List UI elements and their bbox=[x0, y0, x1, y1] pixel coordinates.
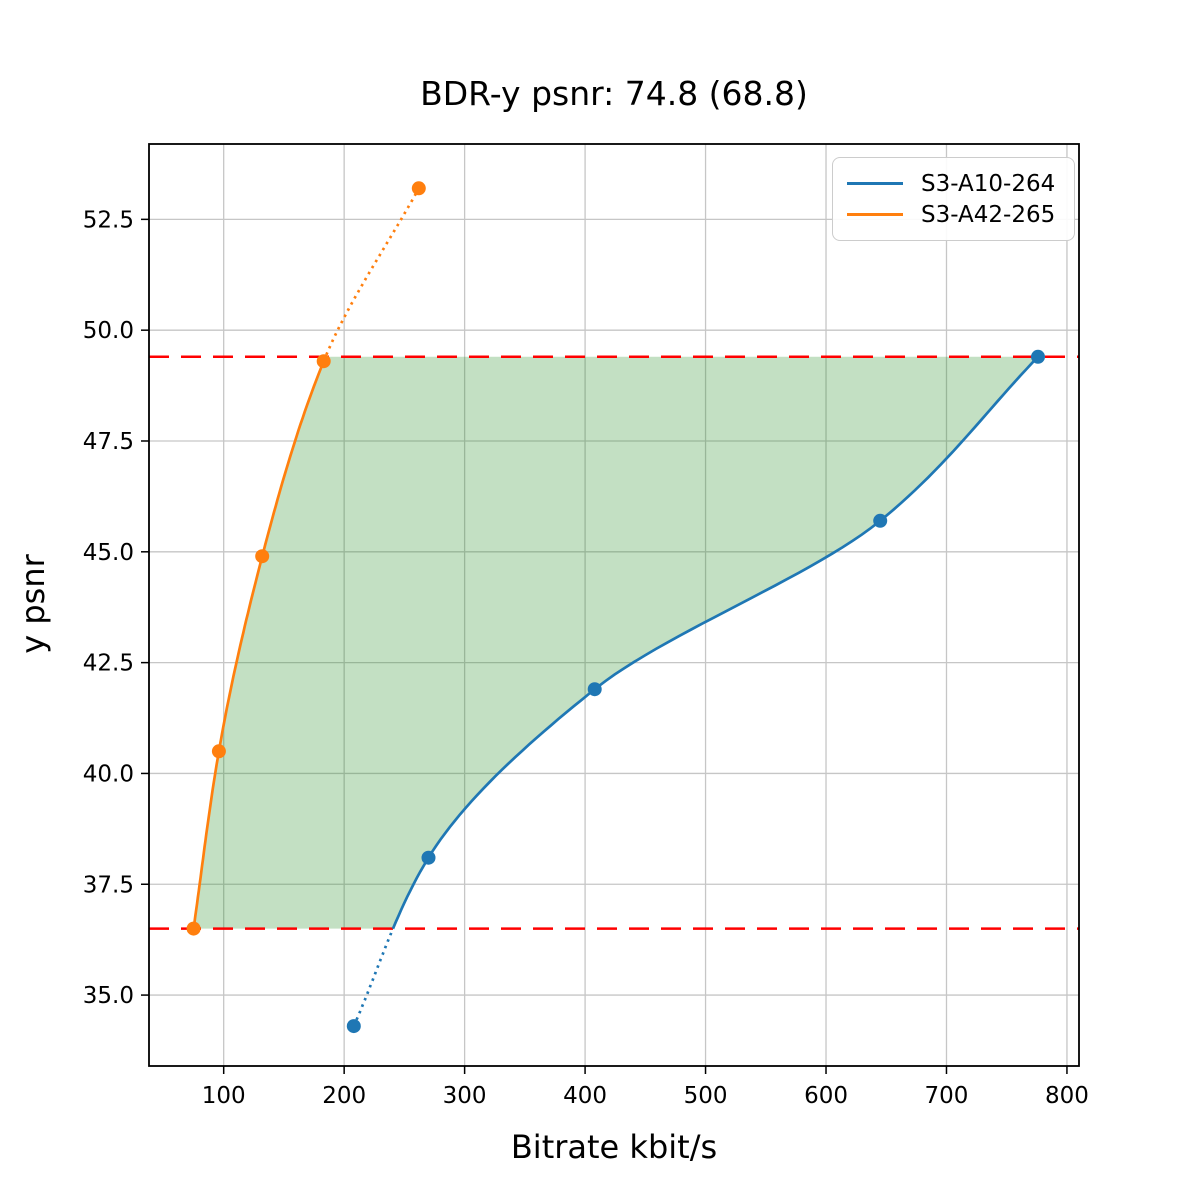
y-tick-label: 52.5 bbox=[83, 207, 134, 233]
x-tick-label: 600 bbox=[804, 1083, 848, 1109]
data-point-series-0 bbox=[873, 513, 888, 528]
x-tick-label: 400 bbox=[563, 1083, 607, 1109]
x-tick-label: 800 bbox=[1045, 1083, 1089, 1109]
legend-item: S3-A10-264 bbox=[847, 168, 1060, 199]
data-point-series-1 bbox=[211, 744, 226, 759]
legend-item: S3-A42-265 bbox=[847, 199, 1060, 230]
y-tick-label: 47.5 bbox=[83, 429, 134, 455]
y-tick-label: 42.5 bbox=[83, 651, 134, 677]
x-tick-label: 200 bbox=[322, 1083, 366, 1109]
x-tick-label: 100 bbox=[202, 1083, 246, 1109]
legend-label-series-0: S3-A10-264 bbox=[921, 170, 1056, 197]
data-point-series-0 bbox=[421, 850, 436, 865]
y-tick-label: 45.0 bbox=[83, 540, 134, 566]
x-tick-label: 700 bbox=[925, 1083, 969, 1109]
y-tick-label: 40.0 bbox=[83, 761, 134, 787]
legend: S3-A10-264 S3-A42-265 bbox=[832, 157, 1075, 241]
x-tick-label: 300 bbox=[443, 1083, 487, 1109]
rd-curve-solid-series-1 bbox=[192, 360, 325, 929]
rd-curve-dotted-series-0 bbox=[352, 928, 395, 1027]
y-tick-label: 50.0 bbox=[83, 318, 134, 344]
data-point-series-1 bbox=[186, 921, 201, 936]
legend-line-swatch-series-0 bbox=[847, 182, 903, 185]
y-tick-label: 37.5 bbox=[83, 872, 134, 898]
chart-title: BDR-y psnr: 74.8 (68.8) bbox=[420, 74, 808, 113]
x-axis-label: Bitrate kbit/s bbox=[510, 1128, 718, 1166]
legend-label-series-1: S3-A42-265 bbox=[921, 201, 1056, 228]
data-point-series-1 bbox=[411, 181, 426, 196]
data-point-series-1 bbox=[255, 549, 270, 564]
x-tick-label: 500 bbox=[684, 1083, 728, 1109]
bd-rate-shaded-region bbox=[193, 356, 1039, 929]
legend-line-swatch-series-1 bbox=[847, 213, 903, 216]
y-tick-label: 35.0 bbox=[83, 983, 134, 1009]
plot-border bbox=[148, 143, 1080, 1067]
data-point-series-1 bbox=[316, 354, 331, 369]
rd-curve-solid-series-0 bbox=[391, 355, 1039, 930]
data-point-series-0 bbox=[1031, 349, 1045, 364]
rd-curve-dotted-series-1 bbox=[322, 187, 420, 362]
data-point-series-0 bbox=[346, 1019, 361, 1034]
data-point-series-0 bbox=[587, 682, 602, 697]
